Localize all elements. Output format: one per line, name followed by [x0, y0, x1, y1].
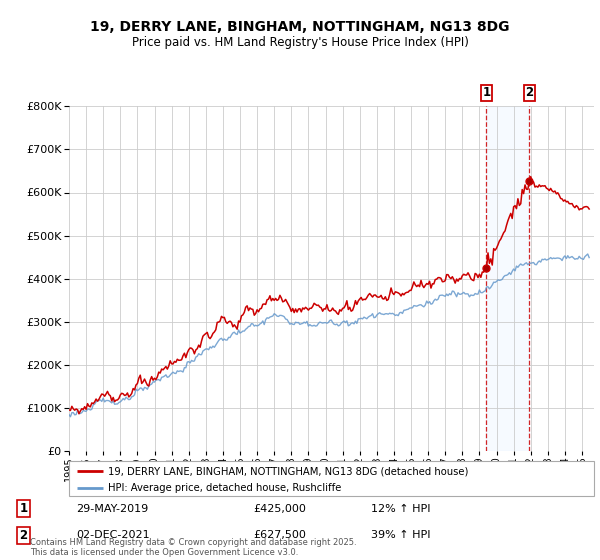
Text: 2: 2: [20, 529, 28, 542]
Text: 39% ↑ HPI: 39% ↑ HPI: [371, 530, 430, 540]
Text: Price paid vs. HM Land Registry's House Price Index (HPI): Price paid vs. HM Land Registry's House …: [131, 36, 469, 49]
Text: HPI: Average price, detached house, Rushcliffe: HPI: Average price, detached house, Rush…: [109, 483, 342, 493]
Text: 19, DERRY LANE, BINGHAM, NOTTINGHAM, NG13 8DG: 19, DERRY LANE, BINGHAM, NOTTINGHAM, NG1…: [90, 20, 510, 34]
Text: Contains HM Land Registry data © Crown copyright and database right 2025.
This d: Contains HM Land Registry data © Crown c…: [30, 538, 356, 557]
Text: 29-MAY-2019: 29-MAY-2019: [77, 503, 149, 514]
Text: 19, DERRY LANE, BINGHAM, NOTTINGHAM, NG13 8DG (detached house): 19, DERRY LANE, BINGHAM, NOTTINGHAM, NG1…: [109, 466, 469, 477]
FancyBboxPatch shape: [69, 461, 594, 496]
Text: 12% ↑ HPI: 12% ↑ HPI: [371, 503, 430, 514]
Text: 1: 1: [482, 86, 490, 100]
Text: 2: 2: [525, 86, 533, 100]
Text: £627,500: £627,500: [253, 530, 306, 540]
Text: £425,000: £425,000: [253, 503, 306, 514]
Bar: [487, 106, 529, 451]
Text: 1: 1: [20, 502, 28, 515]
Text: 02-DEC-2021: 02-DEC-2021: [77, 530, 150, 540]
